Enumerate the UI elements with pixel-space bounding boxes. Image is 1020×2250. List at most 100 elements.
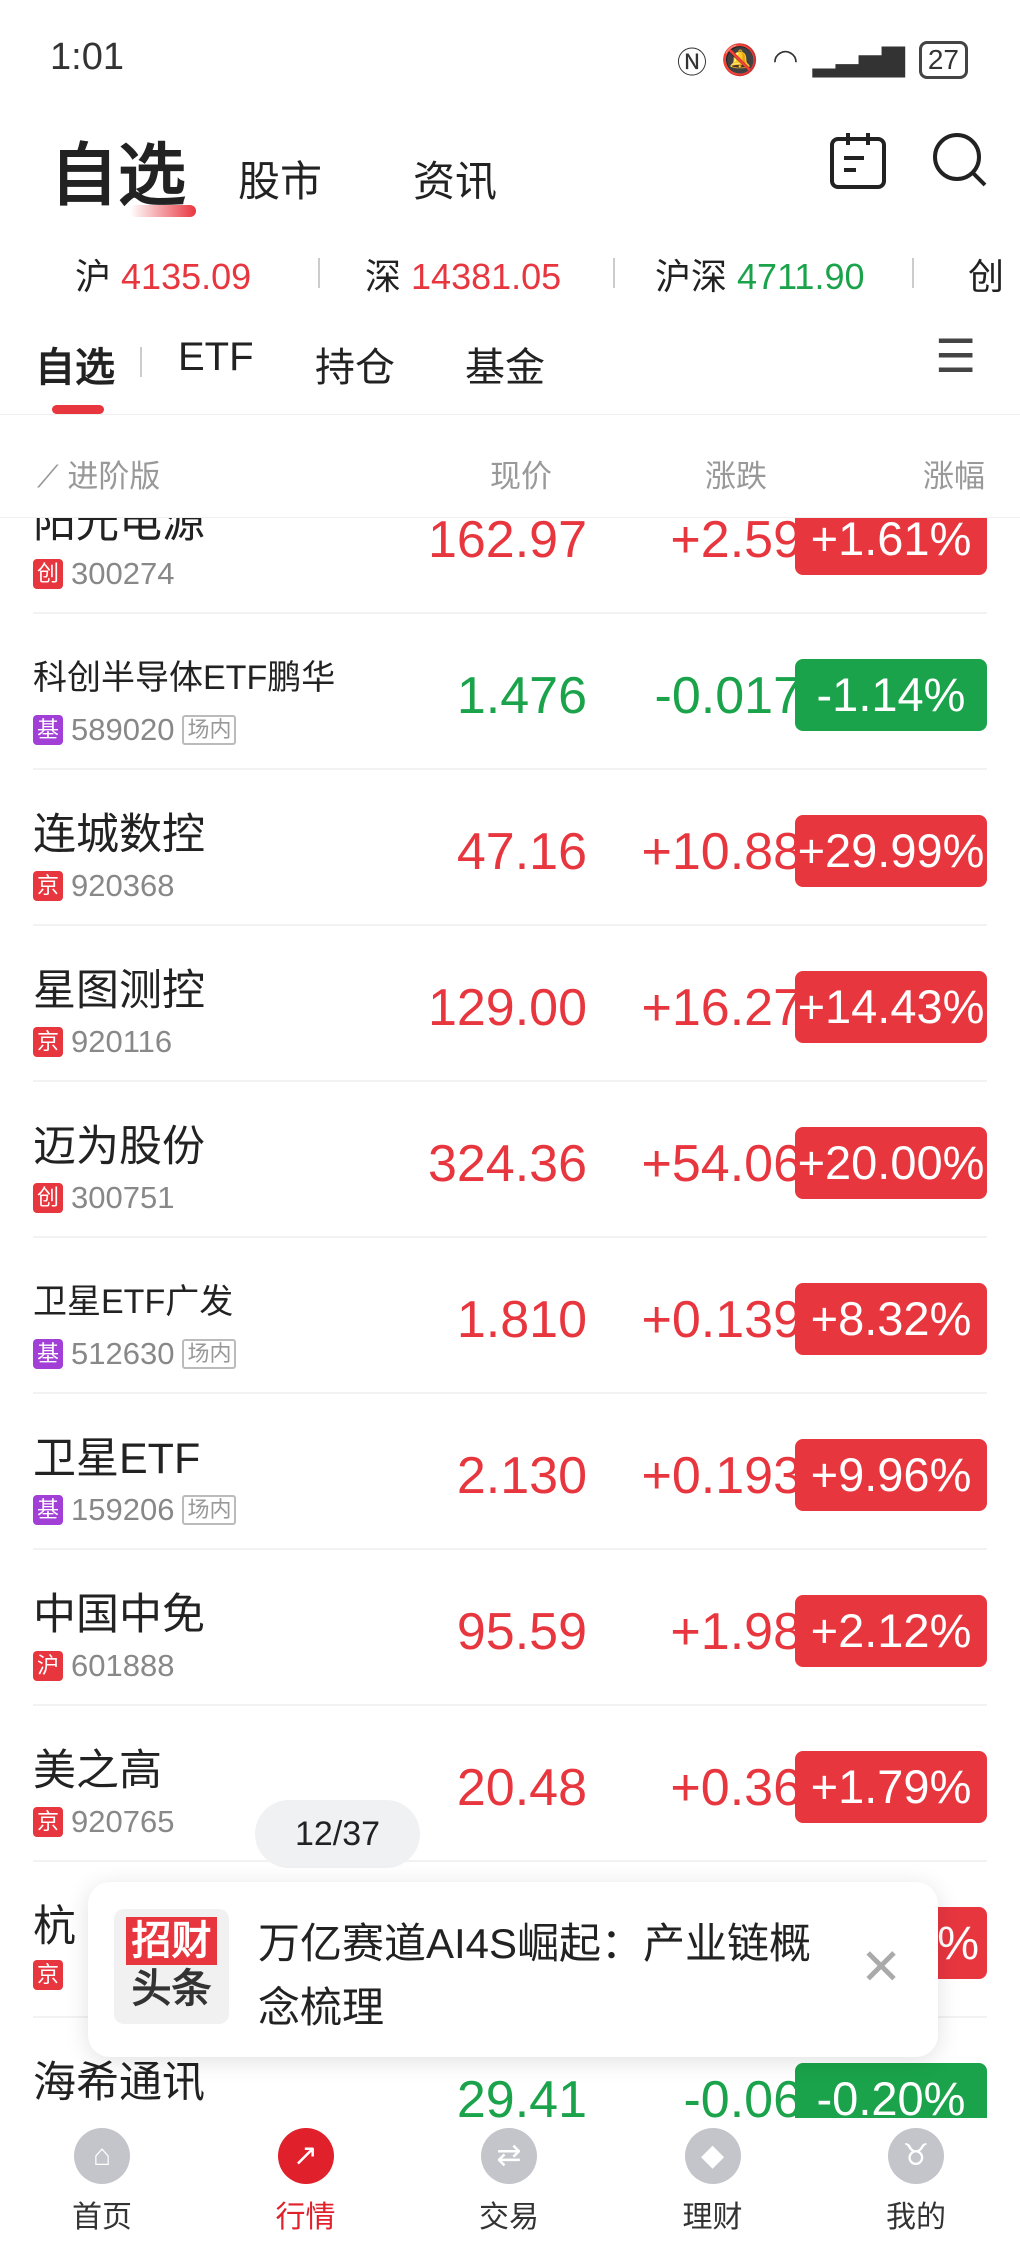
market-badge: 基 [33, 1339, 63, 1369]
stock-name: 美之高 [33, 1747, 162, 1795]
change: +16.27 [641, 979, 803, 1037]
nav-label: 行情 [275, 2201, 336, 2234]
stock-row[interactable]: 连城数控 京 920368 47.16 +10.88 +29.99% [33, 770, 987, 926]
pct-badge[interactable]: +2.12% [795, 1595, 987, 1667]
change: -0.06 [683, 2071, 802, 2118]
pct-badge[interactable]: -1.14% [795, 659, 987, 731]
market-badge: 京 [33, 1027, 63, 1057]
index-item[interactable]: 深 14381.05 [365, 248, 561, 300]
index-item[interactable]: 创 [968, 248, 1004, 300]
trade-icon: ⇄ [481, 2128, 537, 2184]
calendar-icon[interactable] [828, 130, 888, 190]
index-ticker[interactable]: 沪 4135.09 深 14381.05 沪深 4711.90 创 [0, 240, 1020, 302]
pct-badge[interactable]: +1.79% [795, 1751, 987, 1823]
market-badge: 京 [33, 871, 63, 901]
market-badge: 沪 [33, 1651, 63, 1681]
pct-badge[interactable]: -0.20% [795, 2063, 987, 2118]
pct-badge[interactable]: +29.99% [795, 815, 987, 887]
col-price[interactable]: 现价 [490, 459, 552, 494]
subtab-watchlist[interactable]: 自选 [35, 346, 115, 390]
subtab-etf[interactable]: ETF [178, 335, 254, 379]
menu-icon[interactable]: ☰ [935, 330, 977, 382]
stock-row[interactable]: 阳光电源 创 300274 162.97 +2.59 +1.61% [33, 518, 987, 614]
tab-market[interactable]: 股市 [238, 157, 323, 206]
close-icon[interactable]: ✕ [860, 1939, 902, 1995]
exchange-tag: 场内 [182, 715, 237, 745]
profile-icon: ♉ [888, 2128, 944, 2184]
tab-news[interactable]: 资讯 [413, 157, 498, 206]
chart-icon: ⟋ [37, 459, 59, 494]
change: +1.98 [670, 1603, 802, 1661]
market-badge: 创 [33, 559, 63, 589]
stock-row[interactable]: 美之高 京 920765 20.48 +0.36 +1.79% [33, 1706, 987, 1862]
price: 47.16 [456, 823, 587, 881]
exchange-tag: 场内 [182, 1339, 237, 1369]
index-label: 沪深 [655, 256, 728, 297]
pct-badge[interactable]: +14.43% [795, 971, 987, 1043]
price: 2.130 [456, 1447, 587, 1505]
top-header: 自选 股市 资讯 [0, 110, 1020, 230]
advanced-mode-button[interactable]: ⟋ 进阶版 [37, 459, 161, 494]
nav-profile[interactable]: ♉ 我的 [856, 2128, 976, 2236]
nav-trade[interactable]: ⇄ 交易 [449, 2128, 569, 2236]
change: +10.88 [641, 823, 803, 881]
stock-row[interactable]: 迈为股份 创 300751 324.36 +54.06 +20.00% [33, 1082, 987, 1238]
stock-list: 阳光电源 创 300274 162.97 +2.59 +1.61% 科创半导体ETF… [0, 518, 1020, 2118]
nav-label: 首页 [72, 2201, 132, 2234]
index-value: 14381.05 [411, 256, 562, 297]
subtab-holdings[interactable]: 持仓 [315, 346, 395, 390]
stock-name: 阳光电源 [33, 518, 205, 547]
stock-name: 卫星ETF [33, 1435, 201, 1483]
pct-badge[interactable]: +9.96% [795, 1439, 987, 1511]
exchange-tag: 场内 [182, 1495, 237, 1525]
stock-name: 连城数控 [33, 811, 205, 859]
nfc-icon: Ⓝ [677, 47, 707, 80]
col-change[interactable]: 涨跌 [705, 459, 767, 494]
pct-badge[interactable]: +1.61% [795, 518, 987, 575]
stock-code: 159206 [71, 1492, 175, 1527]
stock-code: 300274 [71, 556, 175, 591]
nav-label: 交易 [479, 2201, 539, 2234]
stock-name: 迈为股份 [33, 1123, 205, 1171]
change: +0.36 [670, 1759, 802, 1817]
market-badge: 基 [33, 715, 63, 745]
stock-row[interactable]: 中国中免 沪 601888 95.59 +1.98 +2.12% [33, 1550, 987, 1706]
price: 20.48 [456, 1759, 587, 1817]
subtab-funds[interactable]: 基金 [465, 346, 545, 390]
tab-watchlist[interactable]: 自选 [50, 120, 197, 219]
market-icon: ↗ [277, 2128, 334, 2184]
price: 324.36 [427, 1135, 587, 1193]
change: +0.193 [641, 1447, 803, 1505]
news-logo: 招财 头条 [114, 1909, 229, 2024]
stock-row[interactable]: 科创半导体ETF鹏华 基 589020 场内 1.476 -0.017 -1.14% [33, 614, 987, 770]
stock-row[interactable]: 卫星ETF广发 基 512630 场内 1.810 +0.139 +8.32% [33, 1238, 987, 1394]
pct-badge[interactable]: +8.32% [795, 1283, 987, 1355]
index-label: 沪 [75, 256, 112, 297]
nav-market[interactable]: ↗ 行情 [246, 2128, 366, 2236]
stock-row[interactable]: 卫星ETF 基 159206 场内 2.130 +0.193 +9.96% [33, 1394, 987, 1550]
stock-row[interactable]: 海希通讯 29.41 -0.06 -0.20% [33, 2018, 987, 2118]
col-pct[interactable]: 涨幅 [923, 459, 985, 494]
nav-wealth[interactable]: ◆ 理财 [653, 2128, 773, 2236]
stock-row[interactable]: 星图测控 京 920116 129.00 +16.27 +14.43% [33, 926, 987, 1082]
search-icon[interactable] [930, 130, 990, 190]
stock-name: 杭 [33, 1903, 76, 1951]
active-tab-indicator [52, 405, 104, 414]
pct-badge[interactable]: +20.00% [795, 1127, 987, 1199]
news-text[interactable]: 万亿赛道AI4S崛起：产业链概念梳理 [258, 1920, 812, 2031]
price: 95.59 [456, 1603, 587, 1661]
stock-code: 300751 [71, 1180, 175, 1215]
stock-code: 512630 [71, 1336, 175, 1371]
index-item[interactable]: 沪深 4711.90 [655, 248, 865, 300]
index-item[interactable]: 沪 4135.09 [75, 248, 251, 300]
news-popup[interactable]: 招财 头条 万亿赛道AI4S崛起：产业链概念梳理 ✕ [88, 1882, 938, 2057]
price: 162.97 [427, 518, 587, 569]
index-value: 4135.09 [121, 256, 252, 297]
stock-name: 海希通讯 [33, 2059, 205, 2107]
stock-code: 920116 [71, 1024, 173, 1059]
nav-home[interactable]: ⌂ 首页 [42, 2128, 162, 2236]
signal-icon: ▂▃▅▇ [812, 43, 905, 77]
market-badge: 京 [33, 1960, 63, 1990]
column-header: ⟋ 进阶版 现价 涨跌 涨幅 [0, 416, 1020, 518]
stock-code: 589020 [71, 712, 175, 747]
